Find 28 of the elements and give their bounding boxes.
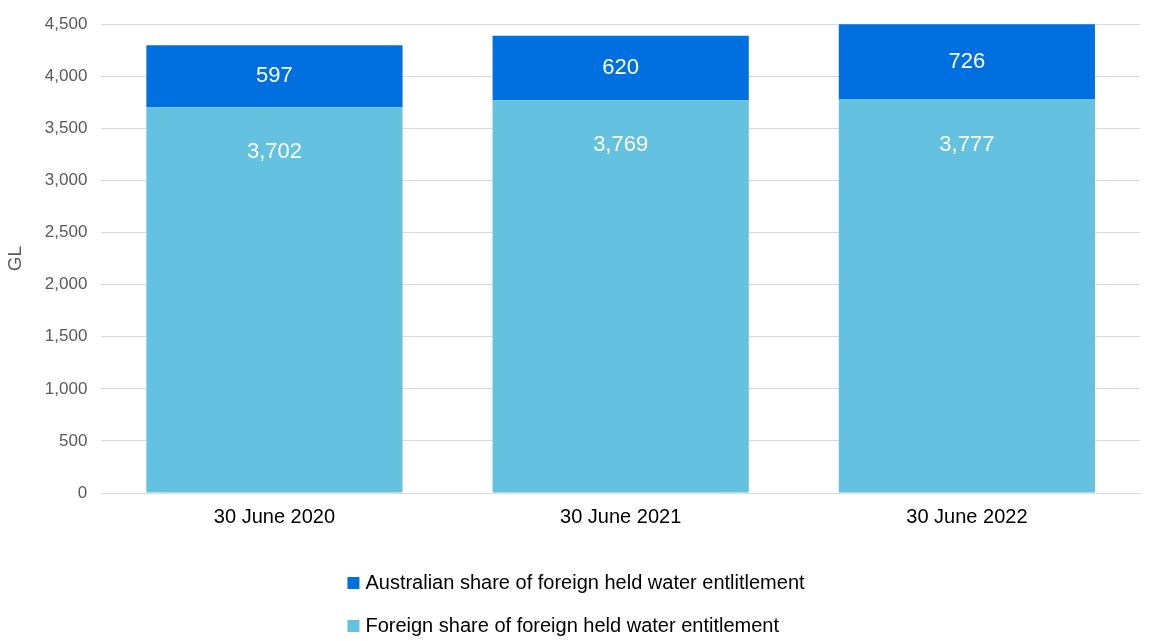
y-tick-label: 4,500 [44,13,88,33]
y-tick-label: 1,000 [44,378,88,398]
bar [492,100,749,493]
y-axis-title: GL [3,245,25,272]
data-label: 3,777 [939,130,995,156]
x-tick-label: 30 June 2022 [906,504,1028,527]
y-tick-label: 4,000 [44,65,88,85]
data-label: 3,702 [246,138,302,164]
data-label: 726 [948,47,986,73]
y-tick-label: 1,500 [44,326,88,346]
legend-label: Foreign share of foreign held water entitlement [365,613,780,636]
data-label: 3,769 [593,131,649,157]
bar [492,35,749,101]
bar [838,99,1095,493]
y-tick-label: 0 [77,482,88,502]
y-tick-label: 3,000 [44,170,88,190]
bar [146,107,403,493]
bar [838,24,1095,100]
y-tick-label: 500 [58,430,88,450]
data-label: 597 [256,62,293,88]
y-tick-label: 3,500 [44,118,88,138]
y-tick-label: 2,000 [44,274,88,294]
bar [146,45,403,108]
x-tick-label: 30 June 2021 [560,504,682,527]
y-tick-label: 2,500 [44,222,88,242]
legend-label: Australian share of foreign held water entlitlement [365,570,806,593]
data-label: 620 [602,54,640,80]
x-tick-label: 30 June 2020 [213,504,336,527]
